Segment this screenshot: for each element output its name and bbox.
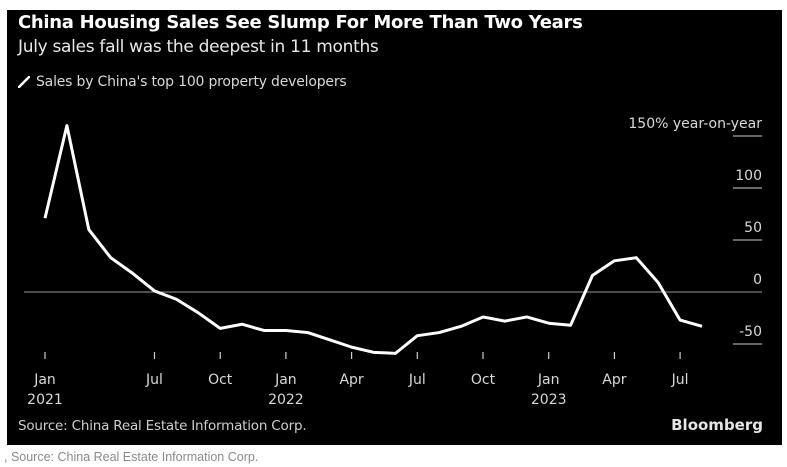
x-tick-label: Jul xyxy=(408,372,426,388)
y-tick-label: 50 xyxy=(744,220,762,236)
chart-title: China Housing Sales See Slump For More T… xyxy=(18,12,583,33)
x-tick-year: 2022 xyxy=(268,392,304,408)
y-tick-label: 150% year-on-year xyxy=(628,116,762,132)
image-caption: , Source: China Real Estate Information … xyxy=(4,450,259,464)
source-note: Source: China Real Estate Information Co… xyxy=(18,418,307,434)
x-tick-year: 2021 xyxy=(27,392,63,408)
y-tick-label: 0 xyxy=(753,272,762,288)
x-tick-label: Apr xyxy=(339,372,363,388)
x-tick-label: Oct xyxy=(471,372,496,388)
x-tick-label: Jul xyxy=(671,372,689,388)
series-line xyxy=(43,124,703,355)
x-tick-year: 2023 xyxy=(531,392,567,408)
legend-line-icon xyxy=(17,75,31,89)
x-tick-label: Jan xyxy=(537,372,560,388)
y-tick-label: -50 xyxy=(739,324,762,340)
bloomberg-logo: Bloomberg xyxy=(671,416,763,434)
x-tick-label: Oct xyxy=(208,372,233,388)
chart-subtitle: July sales fall was the deepest in 11 mo… xyxy=(18,37,379,57)
x-tick-label: Jan xyxy=(33,372,56,388)
chart-panel xyxy=(7,10,782,445)
x-tick-label: Jan xyxy=(274,372,297,388)
x-tick-label: Apr xyxy=(602,372,626,388)
legend-label: Sales by China's top 100 property develo… xyxy=(36,74,347,90)
y-tick-label: 100 xyxy=(735,168,762,184)
x-tick-label: Jul xyxy=(145,372,163,388)
legend: Sales by China's top 100 property develo… xyxy=(17,74,347,90)
